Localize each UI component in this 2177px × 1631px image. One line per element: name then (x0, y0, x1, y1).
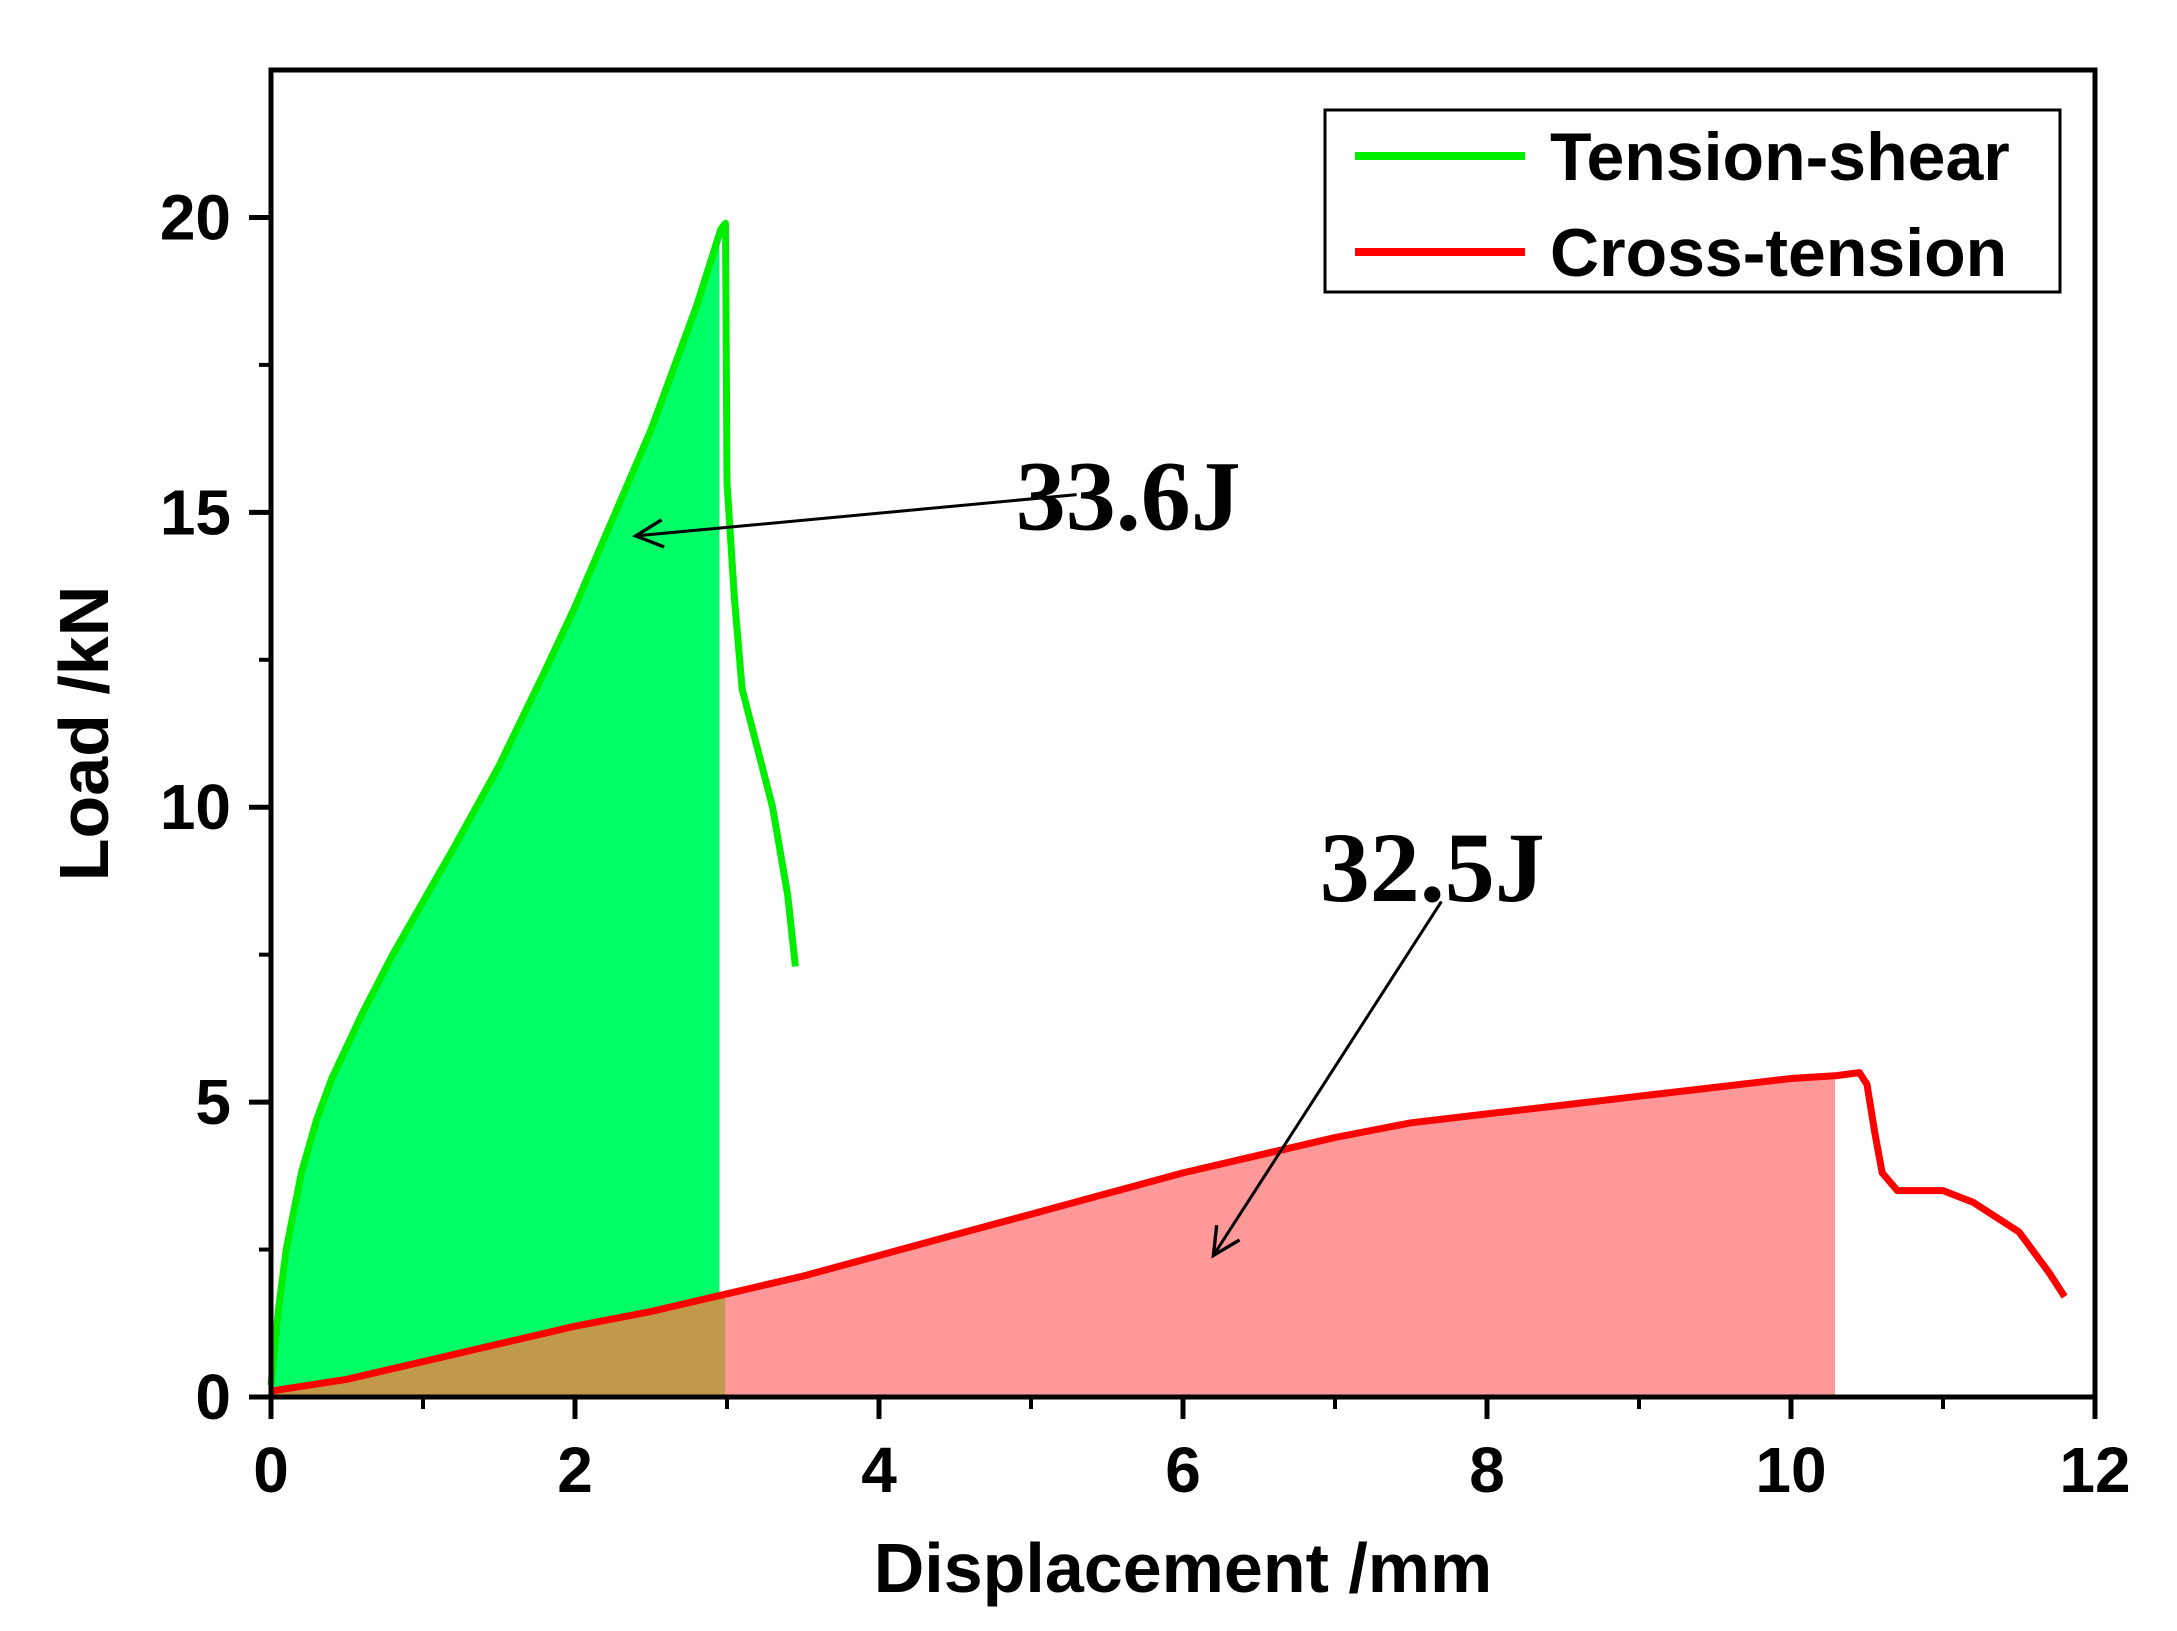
legend-box (1323, 108, 2062, 294)
legend-label-tension-shear: Tension-shear (1550, 119, 2010, 195)
annotation-label-tension-shear: 33.6J (1016, 441, 1241, 552)
y-tick-label: 15 (160, 476, 231, 548)
y-axis-ticks: 0 5 10 15 20 (160, 181, 271, 1433)
series-lines (267, 219, 2068, 1395)
series-line-tension-shear (267, 219, 799, 1386)
series-line-cross-tension (270, 1069, 2068, 1395)
annotation-cross-tension-energy: 32.5J (1213, 812, 1545, 1256)
y-tick-label: 5 (195, 1066, 231, 1138)
y-tick-label: 0 (195, 1361, 231, 1433)
x-axis-ticks: 0 2 4 6 8 10 12 (253, 1397, 2131, 1506)
fill-area-tension-shear (271, 229, 721, 1398)
x-tick-label: 8 (1469, 1434, 1505, 1506)
y-tick-label: 10 (160, 771, 231, 843)
x-tick-label: 0 (253, 1434, 289, 1506)
x-tick-label: 10 (1755, 1434, 1826, 1506)
annotation-arrow-cross-tension (1213, 900, 1443, 1256)
annotation-label-cross-tension: 32.5J (1320, 812, 1545, 923)
legend: Tension-shear Cross-tension (1323, 108, 2062, 294)
legend-label-cross-tension: Cross-tension (1550, 215, 2007, 291)
annotation-tension-shear-energy: 33.6J (636, 441, 1241, 552)
y-tick-label: 20 (160, 181, 231, 253)
series-fills (271, 229, 1839, 1398)
x-tick-label: 6 (1165, 1434, 1201, 1506)
x-tick-label: 12 (2059, 1434, 2130, 1506)
x-tick-label: 4 (861, 1434, 897, 1506)
x-tick-label: 2 (557, 1434, 593, 1506)
y-axis-title: Load /kN (45, 586, 123, 882)
x-axis-title: Displacement /mm (874, 1529, 1493, 1607)
annotation-arrow-tension-shear (636, 493, 1077, 536)
